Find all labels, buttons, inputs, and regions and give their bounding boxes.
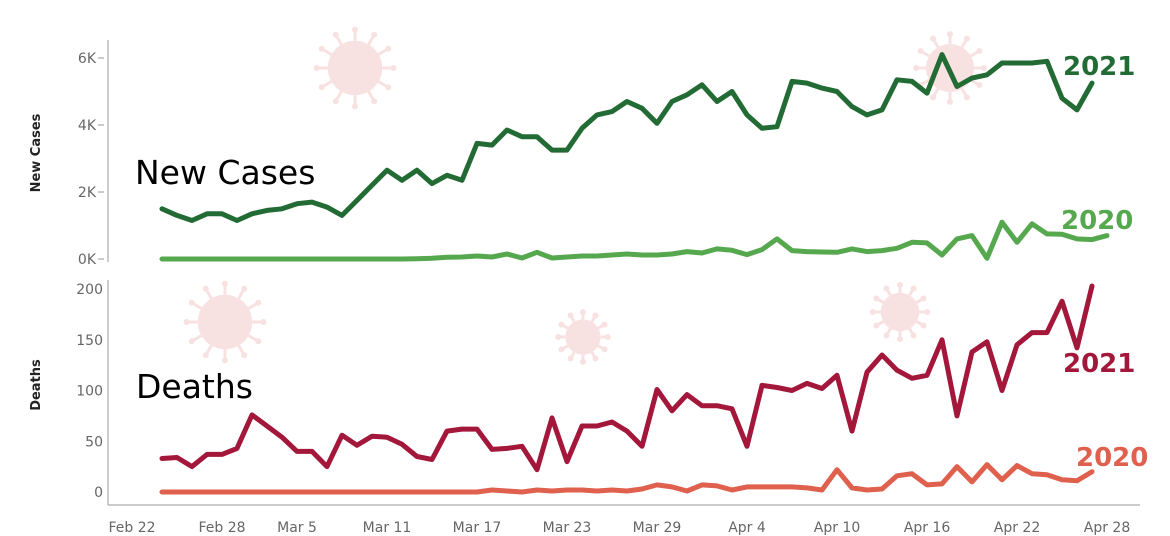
deaths-2020-line (159, 462, 1095, 495)
x-tick-label: Apr 4 (728, 520, 766, 536)
x-tick-label: Apr 16 (904, 520, 951, 536)
x-tick-label: Apr 10 (814, 520, 860, 536)
series-lines (159, 52, 1110, 495)
cases-2021-line (159, 52, 1095, 223)
cases-2020-label: 2020 (1061, 206, 1133, 236)
x-tick-label: Feb 28 (198, 520, 245, 536)
deaths-y-tick-label: 100 (76, 384, 103, 400)
x-tick-label: Mar 11 (363, 520, 412, 536)
cases-2021-label: 2021 (1063, 52, 1135, 82)
x-tick-label: Apr 28 (1084, 520, 1130, 536)
x-tick-label: Mar 17 (453, 520, 502, 536)
virus-icon (555, 309, 611, 365)
deaths-y-tick-label: 150 (76, 333, 103, 349)
virus-decorations (183, 26, 987, 365)
x-tick-label: Mar 29 (633, 520, 682, 536)
cases-2020-line (159, 219, 1110, 262)
cases-y-tick-label: 2K (78, 185, 97, 201)
cases-y-tick-label: 6K (78, 51, 97, 67)
virus-icon (869, 281, 931, 343)
deaths-2021-line (159, 283, 1095, 473)
deaths-y-tick-label: 0 (94, 485, 103, 501)
x-tick-label: Mar 23 (543, 520, 592, 536)
x-tick-label: Apr 22 (994, 520, 1040, 536)
virus-icon (913, 31, 987, 105)
deaths-y-tick-label: 200 (76, 282, 103, 298)
x-tick-label: Feb 22 (108, 520, 155, 536)
tick-labels: 0K 2K 4K 6K 0 50 100 150 200 Feb 22 Feb 28 Mar 5 Mar… (76, 51, 1130, 536)
cases-y-tick-label: 4K (78, 118, 97, 134)
cases-panel-label: New Cases (135, 153, 315, 192)
x-tick-label: Mar 5 (277, 520, 317, 536)
deaths-2020-label: 2020 (1076, 443, 1148, 473)
cases-y-axis-title: New Cases (29, 113, 44, 192)
virus-icon (183, 280, 267, 364)
deaths-panel-label: Deaths (136, 367, 253, 406)
deaths-y-tick-label: 50 (85, 434, 103, 450)
cases-y-tick-label: 0K (78, 252, 97, 268)
deaths-2021-label: 2021 (1063, 349, 1135, 379)
virus-icon (313, 26, 397, 110)
deaths-y-axis-title: Deaths (29, 359, 44, 411)
